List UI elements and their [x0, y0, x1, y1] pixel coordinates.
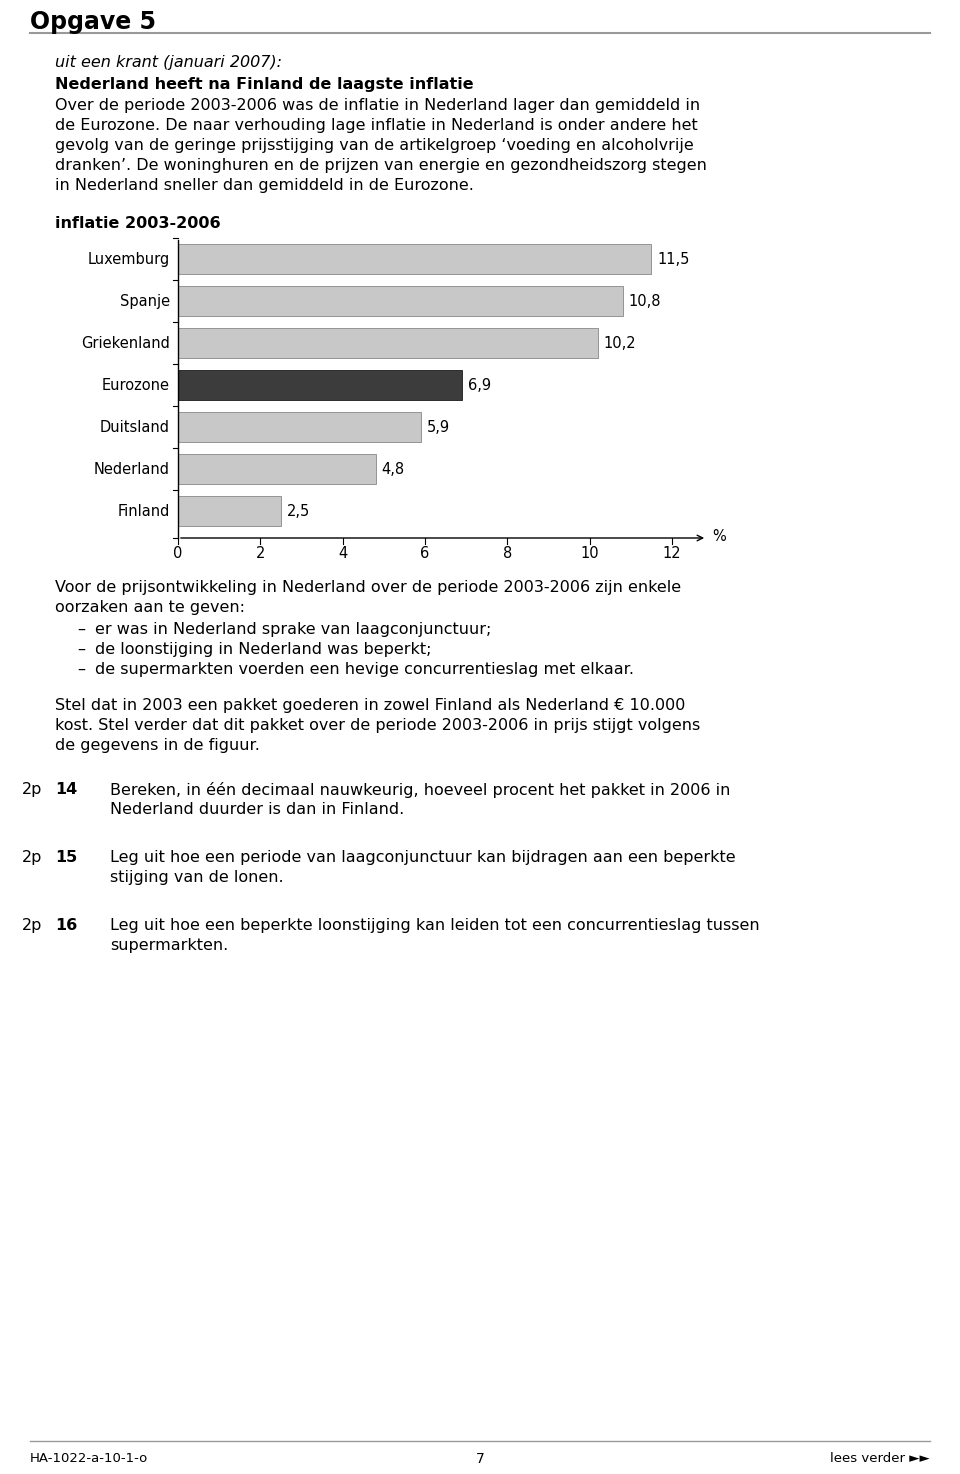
Text: –: – [77, 662, 85, 677]
Text: 2p: 2p [22, 850, 42, 865]
Text: Finland: Finland [118, 504, 170, 519]
Text: Leg uit hoe een beperkte loonstijging kan leiden tot een concurrentieslag tussen: Leg uit hoe een beperkte loonstijging ka… [110, 918, 759, 933]
Text: –: – [77, 622, 85, 637]
Text: Eurozone: Eurozone [102, 377, 170, 392]
Text: 2,5: 2,5 [287, 504, 310, 519]
Text: 0: 0 [174, 545, 182, 562]
Text: stijging van de lonen.: stijging van de lonen. [110, 870, 283, 884]
Text: 4: 4 [338, 545, 348, 562]
Text: de Eurozone. De naar verhouding lage inflatie in Nederland is onder andere het: de Eurozone. De naar verhouding lage inf… [55, 118, 698, 133]
Bar [178, 495, 281, 526]
Text: 16: 16 [55, 918, 77, 933]
Bar [178, 454, 375, 483]
Text: Voor de prijsontwikkeling in Nederland over de periode 2003-2006 zijn enkele: Voor de prijsontwikkeling in Nederland o… [55, 579, 682, 595]
Text: Leg uit hoe een periode van laagconjunctuur kan bijdragen aan een beperkte: Leg uit hoe een periode van laagconjunct… [110, 850, 735, 865]
Bar [178, 329, 598, 358]
Text: 10: 10 [581, 545, 599, 562]
Text: er was in Nederland sprake van laagconjunctuur;: er was in Nederland sprake van laagconju… [95, 622, 492, 637]
Text: lees verder ►►: lees verder ►► [830, 1452, 930, 1465]
Text: uit een krant (januari 2007):: uit een krant (januari 2007): [55, 55, 282, 69]
Text: 11,5: 11,5 [658, 252, 690, 267]
Text: %: % [712, 529, 726, 544]
Text: oorzaken aan te geven:: oorzaken aan te geven: [55, 600, 245, 615]
Text: Nederland heeft na Finland de laagste inflatie: Nederland heeft na Finland de laagste in… [55, 77, 473, 91]
Bar [178, 413, 420, 442]
Text: 2: 2 [255, 545, 265, 562]
Text: Duitsland: Duitsland [100, 420, 170, 435]
Text: Bereken, in één decimaal nauwkeurig, hoeveel procent het pakket in 2006 in: Bereken, in één decimaal nauwkeurig, hoe… [110, 783, 731, 797]
Text: HA-1022-a-10-1-o: HA-1022-a-10-1-o [30, 1452, 148, 1465]
Text: 2p: 2p [22, 918, 42, 933]
Text: Over de periode 2003-2006 was de inflatie in Nederland lager dan gemiddeld in: Over de periode 2003-2006 was de inflati… [55, 97, 700, 113]
Bar [178, 370, 462, 399]
Text: Spanje: Spanje [120, 293, 170, 308]
Text: 8: 8 [503, 545, 512, 562]
Text: Opgave 5: Opgave 5 [30, 10, 156, 34]
Text: Stel dat in 2003 een pakket goederen in zowel Finland als Nederland € 10.000: Stel dat in 2003 een pakket goederen in … [55, 699, 685, 713]
Text: supermarkten.: supermarkten. [110, 937, 228, 954]
Text: 6: 6 [420, 545, 430, 562]
Text: 2p: 2p [22, 783, 42, 797]
Text: inflatie 2003-2006: inflatie 2003-2006 [55, 217, 221, 231]
Text: de supermarkten voerden een hevige concurrentieslag met elkaar.: de supermarkten voerden een hevige concu… [95, 662, 634, 677]
Text: 14: 14 [55, 783, 77, 797]
Text: 6,9: 6,9 [468, 377, 492, 392]
Text: 4,8: 4,8 [382, 461, 405, 476]
Text: Nederland duurder is dan in Finland.: Nederland duurder is dan in Finland. [110, 802, 404, 817]
Text: 15: 15 [55, 850, 77, 865]
Text: 10,2: 10,2 [604, 336, 636, 351]
Text: in Nederland sneller dan gemiddeld in de Eurozone.: in Nederland sneller dan gemiddeld in de… [55, 178, 474, 193]
Text: Luxemburg: Luxemburg [87, 252, 170, 267]
Bar [178, 286, 623, 315]
Text: dranken’. De woninghuren en de prijzen van energie en gezondheidszorg stegen: dranken’. De woninghuren en de prijzen v… [55, 158, 707, 172]
Text: de loonstijging in Nederland was beperkt;: de loonstijging in Nederland was beperkt… [95, 643, 431, 657]
Text: de gegevens in de figuur.: de gegevens in de figuur. [55, 738, 260, 753]
Bar [178, 245, 652, 274]
Text: 12: 12 [662, 545, 682, 562]
Text: Nederland: Nederland [94, 461, 170, 476]
Text: 5,9: 5,9 [427, 420, 450, 435]
Text: Griekenland: Griekenland [82, 336, 170, 351]
Text: kost. Stel verder dat dit pakket over de periode 2003-2006 in prijs stijgt volge: kost. Stel verder dat dit pakket over de… [55, 718, 700, 733]
Text: gevolg van de geringe prijsstijging van de artikelgroep ‘voeding en alcoholvrije: gevolg van de geringe prijsstijging van … [55, 139, 694, 153]
Text: 7: 7 [475, 1452, 485, 1467]
Text: –: – [77, 643, 85, 657]
Text: 10,8: 10,8 [629, 293, 661, 308]
